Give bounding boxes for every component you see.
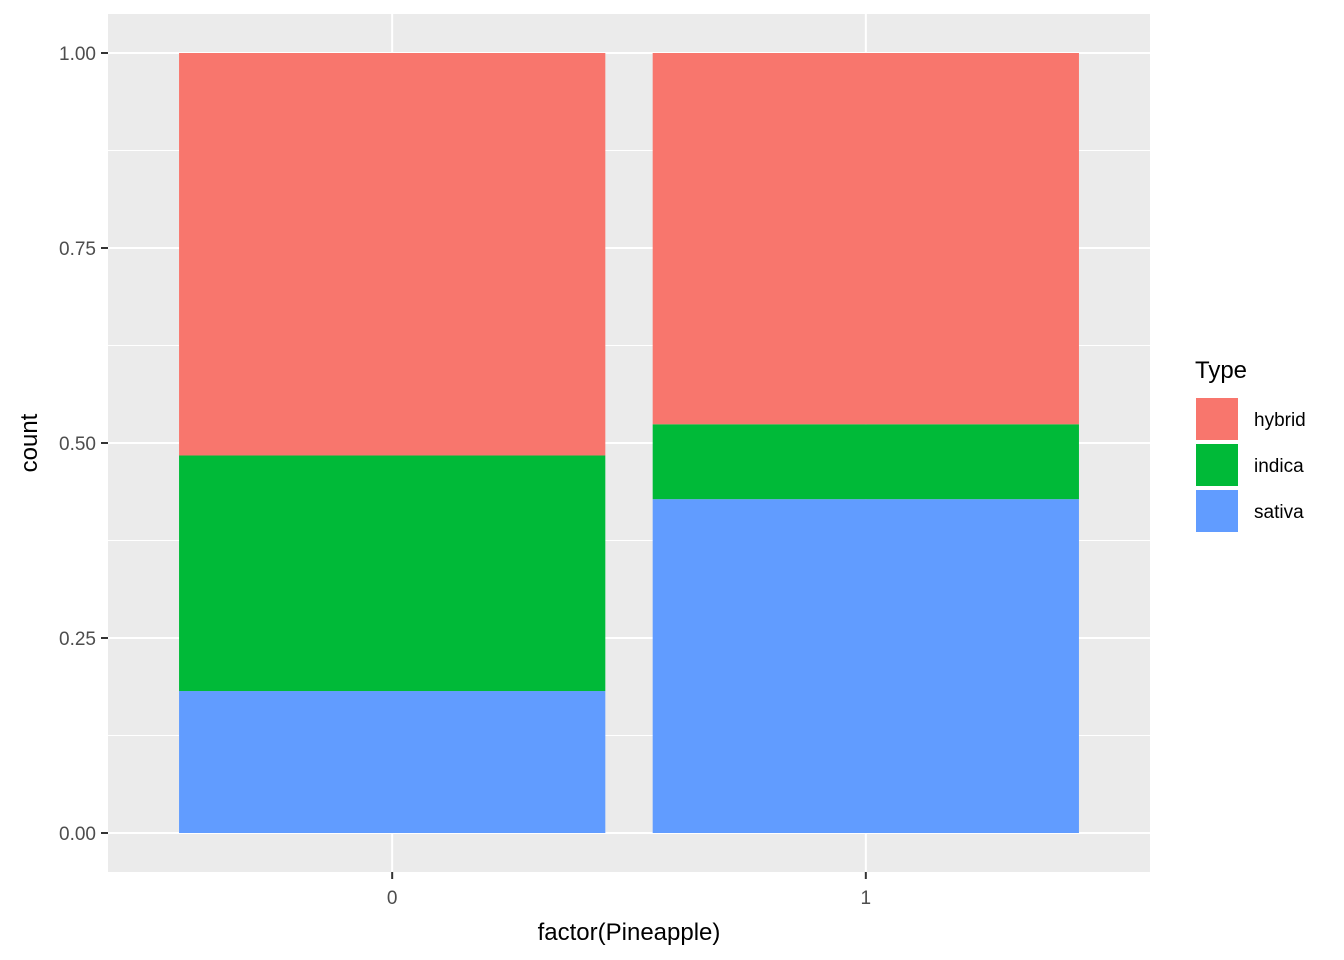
legend-label-indica: indica — [1254, 456, 1304, 477]
x-tick-label: 1 — [861, 888, 872, 909]
bar-hybrid-1 — [652, 53, 1079, 425]
y-tick-label: 0.50 — [59, 434, 96, 455]
legend-label-hybrid: hybrid — [1254, 410, 1306, 431]
legend-label-sativa: sativa — [1254, 502, 1304, 523]
bars — [179, 53, 1079, 833]
y-tick-label: 0.25 — [59, 629, 96, 650]
y-tick-label: 0.75 — [59, 239, 96, 260]
legend-key-indica — [1194, 442, 1240, 488]
x-tick-label: 0 — [387, 888, 398, 909]
bar-indica-1 — [652, 424, 1079, 500]
bar-sativa-1 — [652, 499, 1079, 833]
y-tick-label: 1.00 — [59, 44, 96, 65]
bar-indica-0 — [179, 455, 606, 692]
bar-sativa-0 — [179, 691, 606, 833]
x-axis-title: factor(Pineapple) — [538, 919, 721, 946]
y-axis: 0.00 0.25 0.50 0.75 1.00 — [59, 44, 108, 845]
legend-key-hybrid — [1194, 396, 1240, 442]
legend-key-sativa — [1194, 488, 1240, 534]
legend: Type hybrid indica sativa — [1194, 357, 1306, 534]
y-axis-title: count — [16, 413, 43, 472]
legend-title: Type — [1195, 357, 1247, 384]
bar-hybrid-0 — [179, 53, 606, 456]
y-tick-label: 0.00 — [59, 824, 96, 845]
